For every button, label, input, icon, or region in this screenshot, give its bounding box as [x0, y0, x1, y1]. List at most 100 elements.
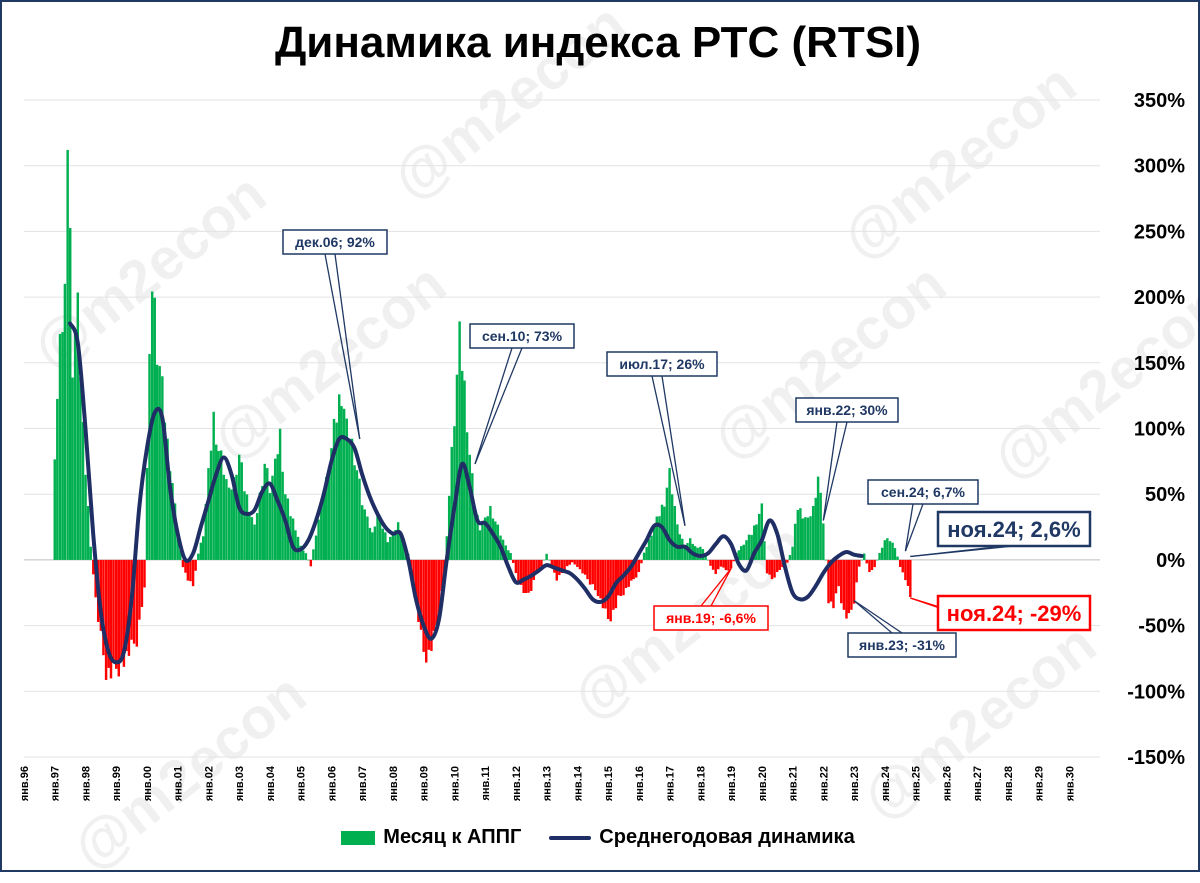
bar [873, 559, 876, 568]
bar [171, 483, 174, 560]
bar [401, 540, 405, 560]
bar [581, 559, 584, 574]
bar [596, 559, 600, 597]
bar [588, 559, 592, 585]
bar [699, 546, 702, 560]
bar [591, 559, 594, 585]
bar [317, 519, 320, 560]
bar [168, 471, 172, 560]
annotation-box [936, 510, 1092, 548]
bar [630, 559, 633, 581]
bar [166, 438, 169, 560]
bar [327, 471, 330, 560]
x-tick-label: янв.18 [695, 766, 707, 801]
bar [332, 418, 336, 560]
bar [186, 559, 190, 581]
bar [729, 559, 733, 569]
bar [148, 353, 151, 560]
bar [878, 553, 881, 560]
bar [425, 559, 428, 663]
x-tick-label: янв.29 [1034, 766, 1046, 801]
bar [840, 559, 843, 604]
bar [84, 474, 87, 560]
x-tick-label: янв.30 [1064, 766, 1076, 801]
annotation-box [847, 632, 957, 658]
bar [740, 546, 743, 560]
bar [888, 541, 892, 560]
bar [261, 485, 264, 560]
bar [606, 559, 610, 620]
bar [573, 559, 576, 565]
annotation-leader [324, 253, 361, 440]
x-tick-label: янв.22 [818, 766, 830, 801]
bar [786, 559, 789, 563]
bar [447, 495, 451, 560]
legend: Месяц к АППГ Среднегодовая динамика [0, 826, 1196, 849]
bar [796, 509, 800, 560]
bar [880, 547, 884, 560]
bar [909, 559, 912, 598]
legend-item-bars: Месяц к АППГ [341, 826, 521, 849]
bar [765, 559, 769, 574]
x-tick-label: янв.96 [19, 766, 31, 801]
bar [537, 559, 541, 569]
bar [417, 559, 420, 622]
bar [132, 559, 136, 644]
x-tick-label: янв.11 [480, 766, 492, 801]
bar [225, 479, 228, 560]
bar [599, 559, 602, 599]
bar [391, 531, 395, 560]
bar [122, 559, 126, 667]
bar [870, 559, 874, 571]
bar [68, 227, 72, 560]
annotation-leader [904, 503, 924, 552]
bar [706, 559, 710, 561]
bar [681, 538, 684, 560]
bar [324, 477, 328, 560]
bar [115, 559, 118, 669]
annotation-leader [474, 347, 513, 465]
bar [215, 444, 218, 560]
bar [755, 524, 758, 560]
bar [63, 283, 67, 560]
bar [811, 506, 815, 560]
line-path [68, 321, 864, 665]
bar [66, 149, 69, 560]
bar [806, 517, 810, 560]
bar [683, 547, 687, 560]
bar [232, 477, 236, 560]
bar [842, 559, 846, 610]
bar [760, 503, 764, 560]
x-tick-label: янв.10 [449, 766, 461, 801]
bar [163, 422, 167, 560]
bar [850, 559, 853, 610]
bar [184, 559, 187, 573]
bar [155, 364, 159, 560]
bar [86, 506, 90, 560]
bar [176, 535, 179, 560]
bar [676, 524, 679, 560]
bar [634, 559, 638, 578]
legend-label-bars: Месяц к АППГ [383, 826, 522, 848]
y-tick-label: 150% [1134, 353, 1185, 375]
x-tick-label: янв.24 [880, 765, 892, 801]
bar [504, 545, 507, 560]
bar [235, 474, 238, 560]
bar [822, 523, 825, 560]
x-tick-label: янв.13 [542, 766, 554, 801]
x-tick-label: янв.08 [388, 766, 400, 801]
x-tick-label: янв.09 [419, 766, 431, 801]
annotation-label: июл.17; 26% [619, 356, 705, 372]
bar [268, 493, 272, 560]
bar [858, 559, 861, 567]
bar [71, 377, 74, 560]
annotation-leader [710, 568, 732, 607]
bar [637, 559, 641, 573]
bar [468, 454, 471, 560]
x-tick-label: янв.27 [972, 766, 984, 801]
bar [219, 450, 223, 560]
line-series [68, 321, 864, 665]
bar [222, 474, 226, 560]
bar [396, 522, 400, 560]
bar [248, 512, 251, 560]
